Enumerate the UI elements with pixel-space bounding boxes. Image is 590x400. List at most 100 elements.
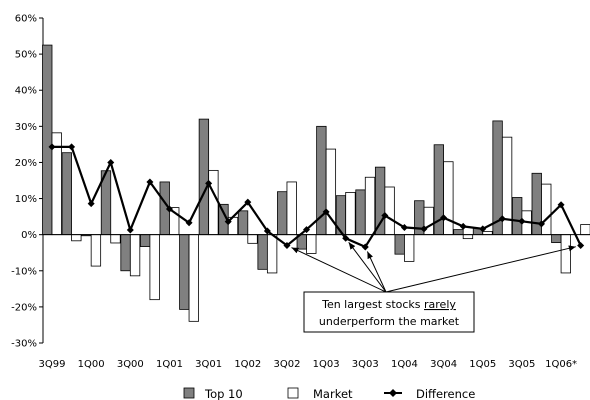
bar-top-10 [139, 234, 151, 247]
annotation-arrows [291, 241, 576, 293]
difference-point [87, 200, 95, 208]
y-tick-label: 0% [21, 230, 37, 241]
bar-market [286, 181, 297, 236]
difference-point [577, 242, 585, 249]
difference-series [48, 143, 585, 251]
y-tick-label: -20% [11, 302, 37, 313]
difference-point [557, 201, 565, 209]
difference-point [479, 225, 487, 233]
difference-point [48, 143, 56, 151]
bar-market [110, 234, 121, 244]
x-tick-label: 3Q02 [273, 359, 300, 370]
difference-point [420, 225, 428, 233]
difference-point [498, 215, 506, 223]
annotation-text-line-2: underperform the market [319, 315, 460, 328]
legend-label-top-10: Top 10 [204, 387, 243, 400]
difference-point [68, 143, 76, 151]
difference-point [381, 212, 389, 220]
x-tick-label: 1Q06* [545, 359, 577, 370]
difference-point [342, 234, 350, 242]
difference-point [146, 178, 154, 186]
bar-market [404, 234, 415, 262]
bars-market [51, 132, 590, 322]
y-tick-labels: -30% -20% -10% 0% 10% 20% 30% 40% 50% 60% [11, 14, 43, 350]
bar-top-10 [453, 229, 464, 236]
bar-market [90, 234, 102, 267]
x-tick-label: 1Q05 [469, 359, 496, 370]
x-tick-label: 1Q03 [313, 359, 340, 370]
y-tick-label: 40% [15, 86, 37, 97]
legend-swatch-top-10 [183, 387, 195, 399]
x-tick-label: 3Q01 [195, 359, 222, 370]
difference-point [361, 243, 369, 251]
bar-market [462, 234, 474, 240]
bar-top-10 [42, 44, 53, 236]
y-tick-label: -30% [11, 339, 37, 350]
bar-market [541, 183, 552, 236]
bar-top-10 [512, 197, 523, 236]
y-tick-label: 60% [15, 14, 37, 25]
difference-point [518, 217, 526, 225]
bar-market [266, 234, 278, 274]
legend-marker-difference [389, 389, 397, 397]
difference-point [322, 208, 330, 216]
bar-top-10 [355, 189, 366, 236]
difference-point [459, 222, 467, 230]
annotation-text-line-1: Ten largest stocks rarely [321, 298, 456, 311]
x-tick-label: 3Q03 [352, 359, 379, 370]
bar-top-10 [257, 234, 268, 270]
legend-label-market: Market [313, 387, 353, 400]
difference-point [205, 179, 213, 187]
difference-point [440, 214, 448, 222]
x-tick-label: 1Q00 [78, 359, 105, 370]
bar-market [71, 234, 82, 242]
legend-label-difference: Difference [416, 387, 475, 400]
y-tick-label: 20% [15, 158, 37, 169]
difference-point [283, 242, 291, 249]
difference-point [538, 220, 545, 228]
bar-top-10 [61, 152, 72, 236]
bar-market [306, 234, 317, 254]
x-tick-label: 3Q04 [430, 359, 457, 370]
x-tick-label: 3Q99 [39, 359, 66, 370]
bar-market [443, 161, 454, 236]
y-tick-label: -10% [11, 266, 37, 277]
bar-market [129, 234, 141, 277]
bar-top-10 [551, 234, 562, 244]
x-tick-label: 3Q00 [117, 359, 144, 370]
bar-top-10 [198, 118, 210, 236]
annotation-arrow [385, 245, 576, 293]
bar-market [188, 234, 199, 322]
x-tick-label: 1Q01 [156, 359, 183, 370]
annotation-arrow [291, 247, 387, 293]
annotation-arrow [366, 251, 387, 293]
legend: Top 10 Market Difference [183, 387, 475, 400]
x-tick-label: 1Q02 [234, 359, 261, 370]
bar-top-10 [237, 210, 249, 236]
bar-market [580, 224, 590, 236]
annotation-arrow [348, 241, 387, 293]
legend-swatch-market [287, 387, 299, 399]
bar-top-10 [120, 234, 131, 272]
difference-point [263, 227, 271, 235]
bar-market [208, 169, 219, 236]
x-tick-label: 3Q05 [508, 359, 535, 370]
annotation: Ten largest stocks rarely underperform t… [291, 241, 576, 333]
bar-market [345, 192, 356, 236]
difference-point [400, 223, 408, 231]
difference-line [52, 145, 582, 249]
bar-top-10 [394, 234, 405, 255]
bar-market [560, 234, 571, 274]
y-tick-label: 50% [15, 50, 37, 61]
bar-top-10 [179, 234, 190, 310]
x-tick-labels: 3Q99 1Q00 3Q00 1Q01 3Q01 1Q02 3Q02 1Q03 3Q03 1Q04… [39, 359, 578, 370]
bars-top-10 [42, 44, 562, 310]
bar-market [149, 234, 160, 301]
y-tick-label: 30% [15, 122, 37, 133]
difference-point [224, 218, 232, 226]
difference-point [303, 226, 311, 234]
difference-point [107, 158, 115, 166]
y-tick-label: 10% [15, 194, 37, 205]
difference-point [126, 226, 134, 234]
